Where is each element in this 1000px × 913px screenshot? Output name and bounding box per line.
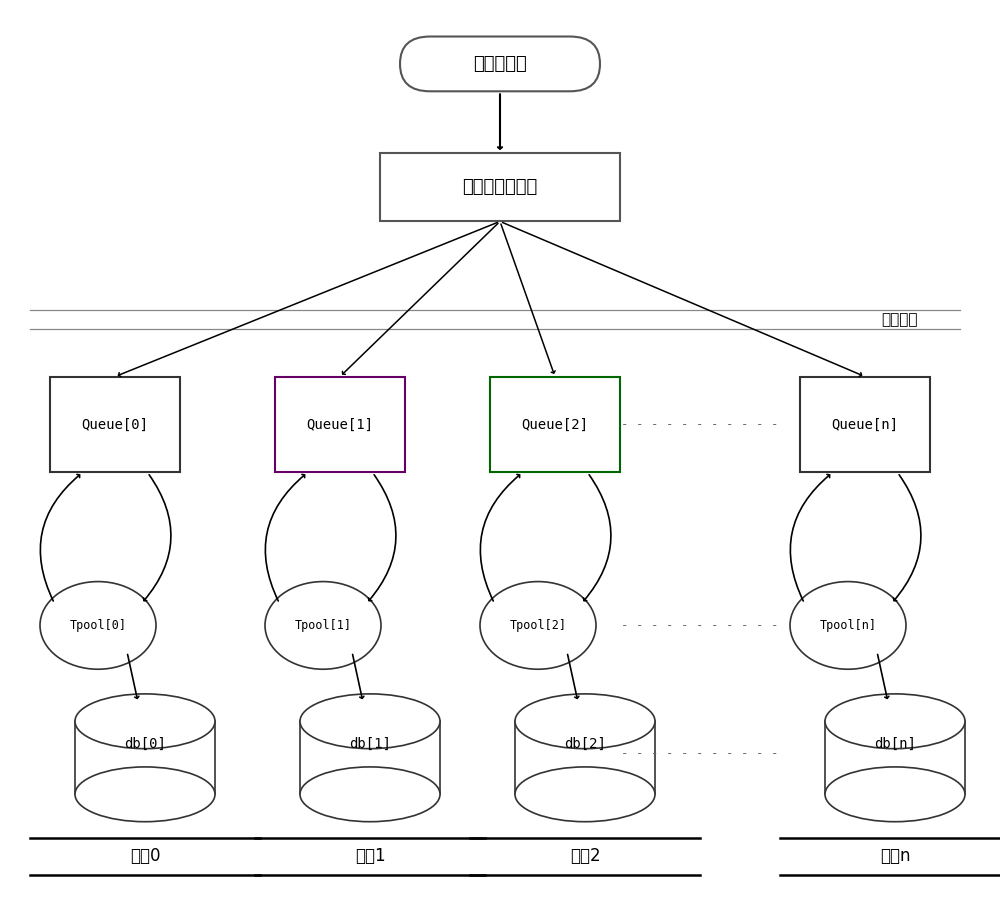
Text: 数据对写入: 数据对写入 [473, 55, 527, 73]
Ellipse shape [300, 694, 440, 749]
Text: - - - - - - - - - - -: - - - - - - - - - - - [621, 747, 779, 760]
Text: 数据对运算单元: 数据对运算单元 [462, 178, 538, 196]
Text: Tpool[0]: Tpool[0] [70, 619, 126, 632]
Text: Queue[0]: Queue[0] [82, 417, 148, 432]
Bar [275, 377, 405, 473]
Text: 目录n: 目录n [880, 847, 910, 866]
Ellipse shape [790, 582, 906, 669]
Text: - - - - - - - - - - -: - - - - - - - - - - - [621, 418, 779, 431]
Text: 目录0: 目录0 [130, 847, 160, 866]
Text: db[2]: db[2] [564, 737, 606, 751]
Text: Queue[1]: Queue[1] [306, 417, 374, 432]
Ellipse shape [825, 694, 965, 749]
Bar [50, 377, 180, 473]
Bar [515, 721, 655, 794]
Ellipse shape [515, 767, 655, 822]
Ellipse shape [40, 582, 156, 669]
Text: Tpool[1]: Tpool[1] [294, 619, 352, 632]
Text: 目录2: 目录2 [570, 847, 600, 866]
Ellipse shape [75, 767, 215, 822]
Ellipse shape [825, 767, 965, 822]
Ellipse shape [515, 694, 655, 749]
Ellipse shape [265, 582, 381, 669]
Ellipse shape [75, 694, 215, 749]
Ellipse shape [480, 582, 596, 669]
Bar [825, 721, 965, 794]
Ellipse shape [300, 767, 440, 822]
Text: Queue[2]: Queue[2] [522, 417, 588, 432]
Text: - - - - - - - - - - -: - - - - - - - - - - - [621, 619, 779, 632]
Bar [300, 721, 440, 794]
Text: Tpool[n]: Tpool[n] [820, 619, 876, 632]
Bar [75, 721, 215, 794]
Text: db[1]: db[1] [349, 737, 391, 751]
Text: 目录1: 目录1 [355, 847, 385, 866]
Text: 异步线程: 异步线程 [882, 312, 918, 327]
Text: db[n]: db[n] [874, 737, 916, 751]
Text: Tpool[2]: Tpool[2] [510, 619, 566, 632]
Bar [490, 377, 620, 473]
Bar [800, 377, 930, 473]
Text: db[0]: db[0] [124, 737, 166, 751]
Bar [380, 152, 620, 221]
FancyBboxPatch shape [400, 37, 600, 91]
Text: Queue[n]: Queue[n] [832, 417, 898, 432]
